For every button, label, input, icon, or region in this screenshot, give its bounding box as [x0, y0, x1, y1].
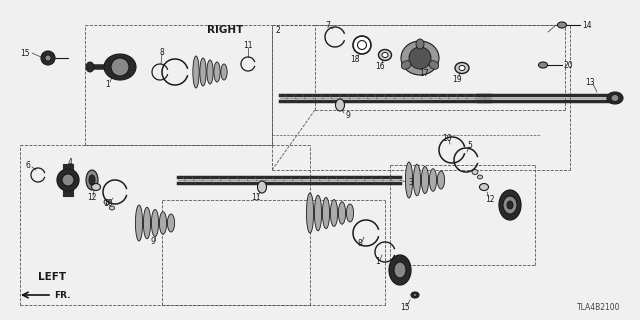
Ellipse shape — [62, 174, 74, 186]
Ellipse shape — [57, 169, 79, 191]
Ellipse shape — [221, 64, 227, 80]
Ellipse shape — [104, 199, 110, 204]
Ellipse shape — [200, 58, 206, 86]
Ellipse shape — [429, 61, 438, 69]
Ellipse shape — [611, 94, 619, 101]
Text: 14: 14 — [582, 20, 591, 29]
Ellipse shape — [455, 62, 469, 74]
Text: 5: 5 — [468, 140, 472, 149]
Ellipse shape — [472, 170, 478, 174]
Ellipse shape — [401, 61, 411, 69]
Circle shape — [45, 55, 51, 61]
Ellipse shape — [330, 200, 338, 227]
Ellipse shape — [429, 169, 436, 191]
Ellipse shape — [459, 66, 465, 70]
Ellipse shape — [413, 293, 417, 297]
Ellipse shape — [557, 22, 566, 28]
Text: TLA4B2100: TLA4B2100 — [577, 303, 620, 313]
Text: 13: 13 — [585, 77, 595, 86]
Ellipse shape — [143, 207, 150, 239]
Ellipse shape — [411, 292, 419, 298]
Text: 18: 18 — [350, 54, 360, 63]
Ellipse shape — [168, 214, 175, 232]
Text: 17: 17 — [419, 68, 429, 77]
Ellipse shape — [136, 205, 143, 241]
Ellipse shape — [382, 52, 388, 58]
Ellipse shape — [401, 41, 439, 75]
Text: 15: 15 — [20, 49, 30, 58]
Circle shape — [41, 51, 55, 65]
Text: 11: 11 — [243, 41, 253, 50]
Ellipse shape — [413, 164, 420, 196]
Ellipse shape — [416, 39, 424, 49]
Text: 1: 1 — [376, 258, 380, 267]
Ellipse shape — [86, 62, 94, 72]
Text: 12: 12 — [485, 196, 495, 204]
Ellipse shape — [507, 201, 513, 209]
Text: 9: 9 — [150, 237, 156, 246]
Ellipse shape — [405, 162, 413, 198]
Ellipse shape — [353, 36, 371, 54]
Text: 2: 2 — [275, 26, 280, 35]
Ellipse shape — [214, 62, 220, 82]
Text: 8: 8 — [358, 239, 362, 249]
Text: 12: 12 — [87, 194, 97, 203]
Ellipse shape — [104, 54, 136, 80]
Text: 10: 10 — [442, 133, 452, 142]
Text: 6: 6 — [25, 161, 30, 170]
Text: 16: 16 — [375, 61, 385, 70]
Text: RIGHT: RIGHT — [207, 25, 243, 35]
Text: 7: 7 — [326, 20, 330, 29]
Text: 8: 8 — [159, 47, 164, 57]
Text: 4: 4 — [68, 157, 72, 166]
Text: 10: 10 — [103, 199, 113, 209]
Ellipse shape — [499, 190, 521, 220]
Text: 20: 20 — [564, 60, 573, 69]
Ellipse shape — [152, 210, 159, 236]
Ellipse shape — [479, 183, 488, 190]
Ellipse shape — [207, 60, 213, 84]
Ellipse shape — [409, 47, 431, 69]
Ellipse shape — [437, 171, 445, 189]
Ellipse shape — [307, 193, 314, 233]
Ellipse shape — [607, 92, 623, 104]
Text: 19: 19 — [452, 75, 462, 84]
Ellipse shape — [89, 175, 95, 185]
Ellipse shape — [257, 181, 266, 193]
Ellipse shape — [389, 255, 411, 285]
Ellipse shape — [503, 196, 517, 214]
Ellipse shape — [346, 204, 354, 222]
Ellipse shape — [193, 56, 199, 88]
Ellipse shape — [92, 183, 100, 190]
Text: 15: 15 — [400, 303, 410, 313]
Text: 3: 3 — [408, 178, 413, 187]
Ellipse shape — [111, 58, 129, 76]
Ellipse shape — [358, 41, 367, 50]
Ellipse shape — [394, 262, 406, 278]
Ellipse shape — [86, 170, 98, 190]
Ellipse shape — [109, 206, 115, 210]
Ellipse shape — [421, 166, 429, 194]
Ellipse shape — [477, 175, 483, 179]
Ellipse shape — [378, 50, 392, 60]
Ellipse shape — [538, 62, 547, 68]
Text: 1: 1 — [106, 79, 110, 89]
Text: FR.: FR. — [54, 291, 70, 300]
Ellipse shape — [335, 99, 344, 111]
Ellipse shape — [323, 197, 330, 228]
Ellipse shape — [159, 212, 166, 234]
Ellipse shape — [339, 202, 346, 224]
Ellipse shape — [314, 195, 322, 231]
Text: 9: 9 — [345, 110, 350, 119]
Text: LEFT: LEFT — [38, 272, 66, 282]
Text: 11: 11 — [252, 194, 260, 203]
